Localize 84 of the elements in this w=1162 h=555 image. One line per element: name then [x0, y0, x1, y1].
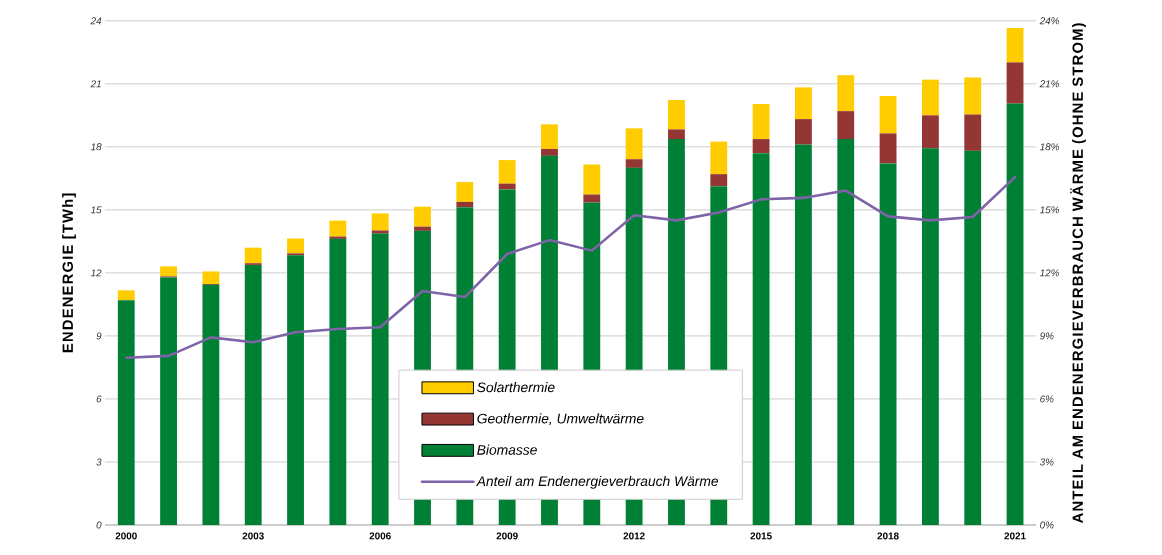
legend-label: Biomasse: [477, 444, 537, 455]
y-tick-label: 21: [90, 80, 101, 88]
bar: [202, 271, 220, 285]
bar: [921, 79, 939, 116]
bar: [710, 141, 728, 175]
bar: [795, 144, 812, 526]
y-tick-label: 0: [96, 521, 102, 529]
bar: [668, 100, 685, 130]
y-axis-title: ENDENERGIE [TWh]: [62, 193, 76, 353]
bar: [795, 119, 812, 145]
bar: [371, 213, 389, 231]
legend-label: Solarthermie: [477, 382, 555, 393]
bar: [921, 115, 939, 149]
line-series: [124, 175, 1017, 360]
bar: [583, 194, 601, 203]
y-tick-label: 6: [96, 395, 102, 403]
bar: [921, 148, 939, 526]
x-tick-label: 2006: [369, 532, 391, 540]
bar: [837, 75, 855, 112]
y-tick-label: 12: [90, 269, 102, 277]
legend-label: Geothermie, Umweltwärme: [477, 413, 644, 426]
bar: [371, 233, 389, 526]
bar: [625, 128, 643, 160]
bar: [879, 96, 897, 134]
bar: [244, 247, 262, 264]
bar: [329, 220, 347, 237]
bar: [287, 255, 304, 526]
bar: [668, 129, 685, 140]
y-tick-label: 18: [90, 143, 102, 151]
bar: [329, 239, 347, 526]
y-tick-label: 3: [96, 458, 102, 466]
bar: [964, 77, 982, 115]
x-tick-label: 2003: [242, 532, 264, 540]
y2-tick-label: 24%: [1039, 17, 1060, 25]
bar: [117, 300, 135, 526]
y2-tick-label: 3%: [1039, 458, 1054, 466]
bar: [752, 139, 770, 154]
bar: [964, 114, 982, 151]
y2-tick-label: 18%: [1039, 143, 1060, 151]
bar: [414, 206, 431, 227]
bar: [964, 150, 982, 526]
bar: [498, 160, 516, 184]
bar: [541, 149, 558, 157]
bar: [879, 163, 897, 526]
bar: [456, 182, 474, 203]
bar: [752, 104, 770, 140]
x-tick-label: 2012: [623, 532, 645, 540]
bar: [287, 238, 304, 254]
x-tick-label: 2021: [1004, 532, 1026, 540]
y2-tick-label: 6%: [1040, 395, 1054, 403]
bar: [837, 111, 855, 140]
y2-tick-label: 12%: [1039, 269, 1060, 277]
bar: [371, 230, 389, 234]
y2-tick-label: 21%: [1039, 80, 1060, 88]
bar: [625, 159, 643, 168]
y-tick-label: 15: [90, 206, 102, 214]
bar: [160, 266, 177, 277]
x-tick-label: 2018: [877, 532, 899, 540]
bar: [837, 139, 855, 526]
bar: [414, 226, 431, 232]
bar: [1006, 62, 1024, 104]
bar: [160, 277, 177, 526]
y2-tick-label: 0%: [1040, 521, 1054, 529]
bar: [456, 202, 474, 208]
bar: [202, 285, 220, 526]
x-tick-label: 2015: [750, 532, 772, 540]
y2-tick-label: 9%: [1040, 332, 1054, 340]
y-tick-label: 9: [96, 332, 102, 340]
bar: [541, 124, 558, 150]
bar: [117, 290, 135, 301]
bar: [752, 153, 770, 526]
bar: [1006, 103, 1024, 526]
y2-axis-title: ANTEIL AM ENDENERGIEVERBRAUCH WÄRME (OHNE STROM): [1070, 23, 1086, 524]
bar: [879, 133, 897, 164]
x-tick-label: 2009: [496, 532, 518, 540]
y-tick-label: 24: [90, 17, 102, 25]
bar: [583, 164, 601, 195]
bar: [244, 265, 262, 526]
y2-tick-label: 15%: [1039, 206, 1060, 214]
legend-label: Anteil am Endenergieverbrauch Wärme: [476, 476, 719, 489]
bar: [1006, 28, 1024, 63]
bar: [795, 87, 812, 120]
bar: [710, 174, 728, 187]
x-tick-label: 2000: [115, 532, 137, 540]
